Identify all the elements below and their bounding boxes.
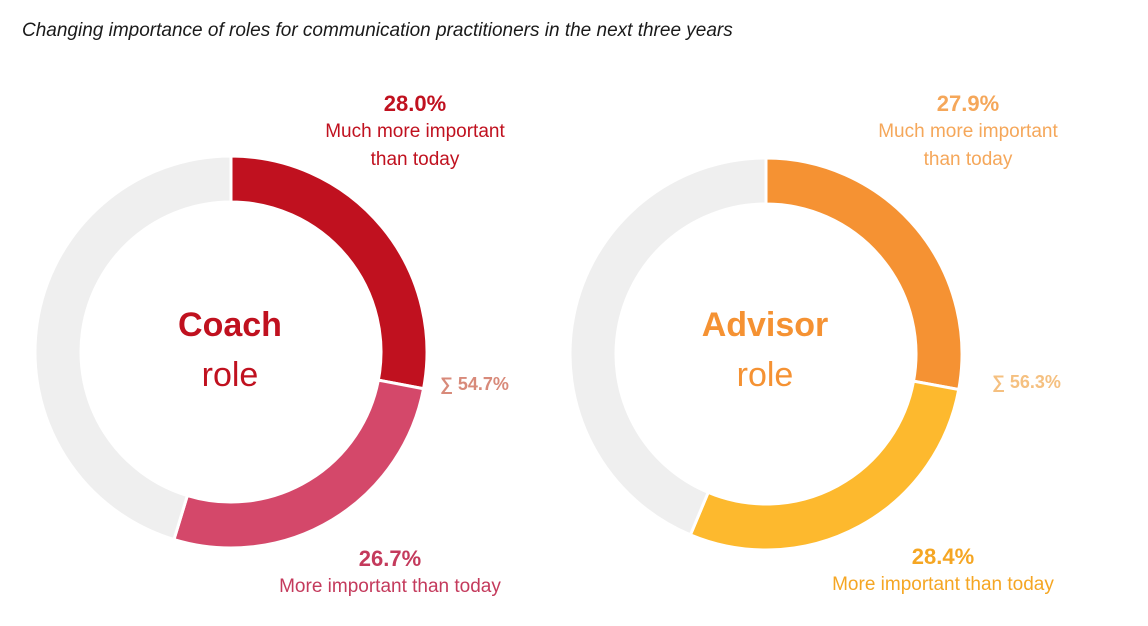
advisor-much-more-desc-line2: than today xyxy=(923,149,1013,170)
advisor-role-subtitle: role xyxy=(736,356,794,394)
coach-slice-1 xyxy=(172,378,426,550)
advisor-more-label: 28.4% More important than today xyxy=(803,543,1083,599)
chart-title: Changing importance of roles for communi… xyxy=(22,20,733,41)
advisor-slice-1 xyxy=(688,379,961,552)
coach-more-value: 26.7% xyxy=(358,546,422,571)
coach-more-desc: More important than today xyxy=(279,576,501,597)
coach-much-more-desc-line1: Much more important xyxy=(325,121,505,142)
coach-total: ∑ 54.7% xyxy=(440,374,509,394)
advisor-slice-2 xyxy=(568,156,768,537)
advisor-role-title: Advisor xyxy=(701,306,829,344)
coach-role-subtitle: role xyxy=(201,356,259,394)
coach-much-more-label: 28.0% Much more important than today xyxy=(300,90,530,174)
advisor-more-desc: More important than today xyxy=(832,574,1054,595)
advisor-much-more-value: 27.9% xyxy=(936,91,1000,116)
advisor-total: ∑ 56.3% xyxy=(992,372,1061,392)
coach-slice-0 xyxy=(229,154,429,391)
coach-much-more-value: 28.0% xyxy=(383,91,447,116)
coach-more-label: 26.7% More important than today xyxy=(250,545,530,601)
advisor-slice-0 xyxy=(764,156,964,392)
advisor-much-more-label: 27.9% Much more important than today xyxy=(853,90,1083,174)
coach-slice-2 xyxy=(33,154,233,542)
advisor-much-more-desc-line1: Much more important xyxy=(878,121,1058,142)
advisor-more-value: 28.4% xyxy=(911,544,975,569)
advisor-donut xyxy=(568,156,964,552)
coach-much-more-desc-line2: than today xyxy=(370,149,460,170)
coach-role-title: Coach xyxy=(178,306,282,344)
coach-donut xyxy=(33,154,429,550)
